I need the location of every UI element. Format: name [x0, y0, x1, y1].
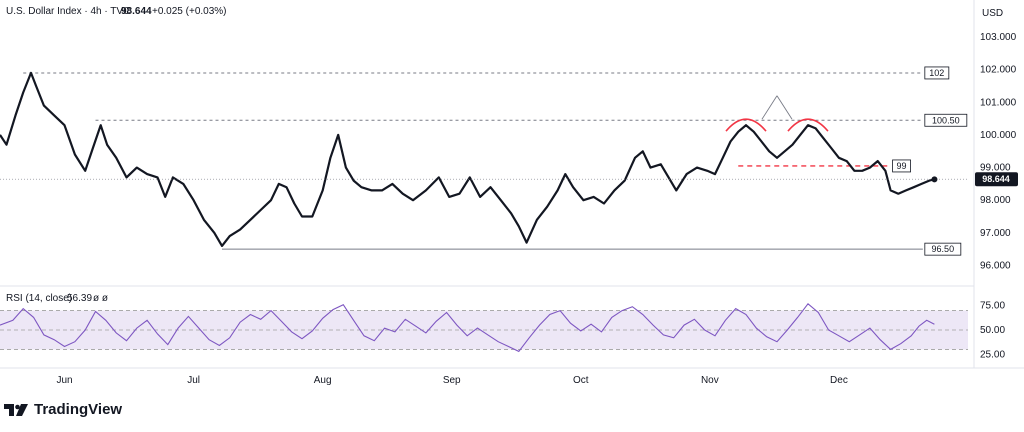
rsi-legend-value: 56.39: [67, 293, 92, 304]
current-price-box: [975, 172, 1018, 187]
time-tick-label: Nov: [701, 375, 719, 386]
time-tick-label: Oct: [573, 375, 589, 386]
rsi-legend-extra: ø ø: [93, 293, 108, 304]
tradingview-logo[interactable]: TradingView: [4, 401, 122, 418]
current-price-label: 98.644: [982, 174, 1010, 184]
tradingview-logo-icon: [4, 403, 28, 416]
rsi-tick-label: 75.00: [980, 301, 1005, 312]
rsi-line: [0, 303, 935, 353]
pattern-arrow: [776, 95, 793, 120]
level-label-box: [892, 159, 911, 173]
price-tick-label: 96.000: [980, 260, 1011, 271]
legend-symbol[interactable]: U.S. Dollar Index · 4h · TVC: [6, 6, 130, 17]
level-lines[interactable]: 102 100.50 99 96.50: [23, 66, 968, 256]
last-price-point: [931, 176, 938, 183]
price-tick-label: 102.000: [980, 65, 1017, 76]
level-label: 99: [897, 161, 907, 171]
price-tick-label: 99.000: [980, 163, 1011, 174]
level-label: 102: [929, 68, 944, 78]
price-series: 98.644: [0, 71, 1018, 247]
level-label-box: [924, 66, 950, 80]
time-axis[interactable]: Jun Jul Aug Sep Oct Nov Dec: [56, 375, 847, 386]
level-label-box: [924, 113, 968, 127]
rsi-series: [0, 303, 935, 353]
level-label-box: [924, 242, 962, 256]
price-tick-label: 103.000: [980, 32, 1017, 43]
price-tick-label: 98.000: [980, 195, 1011, 206]
pattern-arc: [787, 118, 829, 132]
legend-change: +0.025 (+0.03%): [152, 6, 227, 17]
double-top-pattern[interactable]: [725, 95, 829, 132]
price-tick-label: 101.000: [980, 97, 1017, 108]
time-tick-label: Aug: [314, 375, 332, 386]
price-axis[interactable]: 103.000 102.000 101.000 100.000 99.000 98.000…: [980, 32, 1017, 271]
rsi-legend-title[interactable]: RSI (14, close): [6, 293, 72, 304]
pattern-arrow: [761, 95, 778, 120]
rsi-tick-label: 25.00: [980, 349, 1005, 360]
price-tick-label: 100.000: [980, 130, 1017, 141]
price-line: [0, 71, 935, 247]
rsi-axis[interactable]: 75.00 50.00 25.00: [980, 301, 1005, 361]
legend-last-price: 98.644: [121, 6, 152, 17]
rsi-band: [0, 310, 968, 350]
time-tick-label: Sep: [443, 375, 461, 386]
time-tick-label: Jun: [56, 375, 72, 386]
level-label: 96.50: [932, 244, 955, 254]
level-label: 100.50: [932, 115, 960, 125]
tradingview-logo-text: TradingView: [34, 401, 123, 418]
time-tick-label: Dec: [830, 375, 848, 386]
price-tick-label: 97.000: [980, 228, 1011, 239]
pattern-arc: [725, 118, 767, 132]
currency-label[interactable]: USD: [982, 8, 1003, 19]
time-tick-label: Jul: [187, 375, 200, 386]
rsi-tick-label: 50.00: [980, 325, 1005, 336]
